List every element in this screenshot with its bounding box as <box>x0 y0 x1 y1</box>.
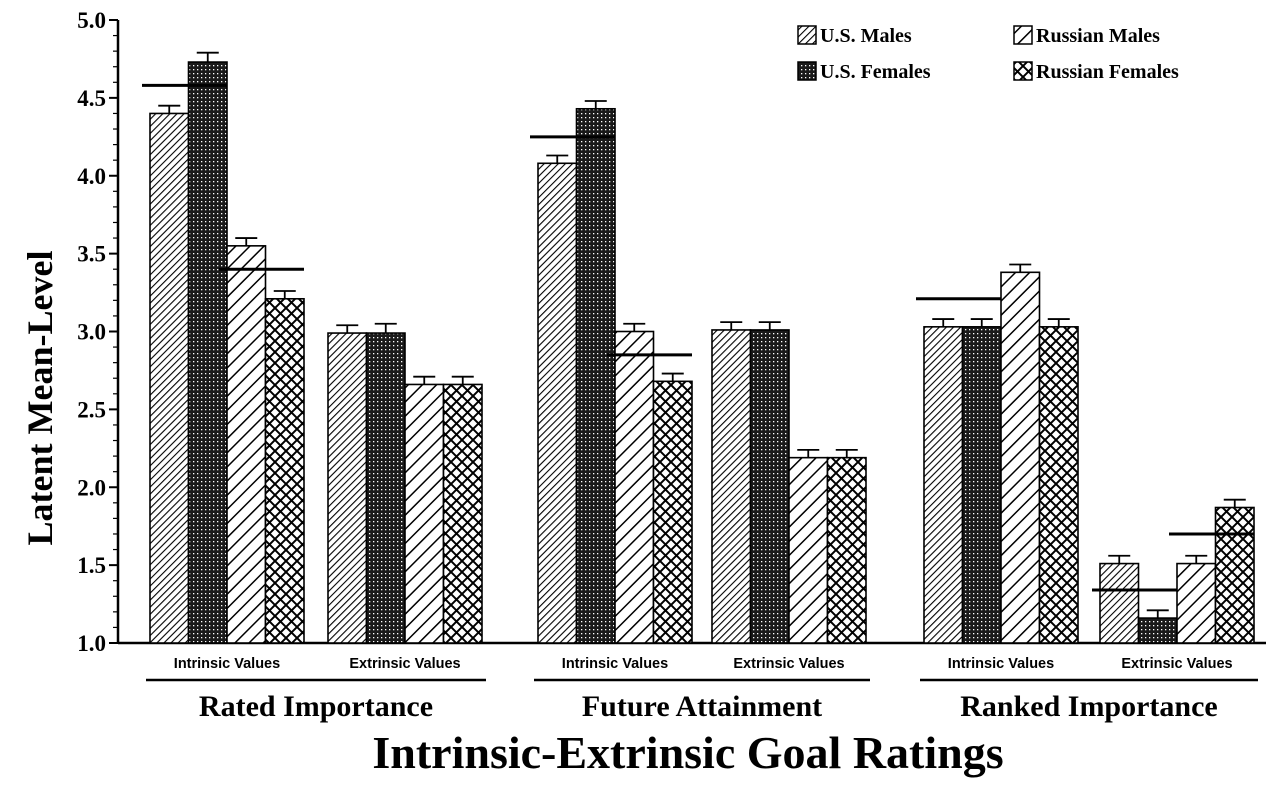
bar <box>1214 506 1255 644</box>
subgroup-label: Intrinsic Values <box>562 656 668 672</box>
x-axis-label: Intrinsic-Extrinsic Goal Ratings <box>372 727 1003 778</box>
y-tick-label: 3.0 <box>77 320 106 345</box>
bar <box>1000 271 1041 644</box>
group-label: Future Attainment <box>582 690 822 723</box>
y-tick-label: 3.5 <box>77 242 106 267</box>
bar <box>226 245 267 644</box>
bar <box>826 456 867 644</box>
bar <box>923 326 964 644</box>
bar <box>652 380 693 644</box>
y-tick-label: 4.0 <box>77 164 106 189</box>
bar <box>1176 562 1217 644</box>
bar <box>442 383 483 644</box>
bar <box>365 332 406 644</box>
bar <box>187 61 228 644</box>
legend-swatch <box>1013 25 1033 45</box>
bar <box>149 112 190 644</box>
subgroup-label: Extrinsic Values <box>349 656 460 672</box>
bar <box>961 326 1002 644</box>
subgroup-label: Extrinsic Values <box>733 656 844 672</box>
y-tick-label: 1.0 <box>77 631 106 656</box>
y-tick-label: 2.0 <box>77 475 106 500</box>
bar <box>537 162 578 644</box>
bar <box>749 329 790 644</box>
group-label: Ranked Importance <box>960 690 1218 723</box>
legend: U.S. Males U.S. Females Russian Males Russi… <box>797 25 1179 83</box>
legend-label: U.S. Males <box>820 25 912 47</box>
legend-swatch <box>797 25 817 45</box>
bar <box>788 456 829 644</box>
y-tick-label: 5.0 <box>77 8 106 33</box>
legend-label: Russian Females <box>1036 61 1179 83</box>
subgroup-label: Intrinsic Values <box>948 656 1054 672</box>
bar <box>1137 617 1178 644</box>
bar <box>711 329 752 644</box>
bar <box>1099 562 1140 644</box>
y-tick-label: 2.5 <box>77 397 106 422</box>
subgroup-label: Intrinsic Values <box>174 656 280 672</box>
y-tick-label: 1.5 <box>77 553 106 578</box>
bar <box>1038 326 1079 644</box>
group-label: Rated Importance <box>199 690 433 723</box>
legend-label: U.S. Females <box>820 61 931 83</box>
bar <box>404 383 445 644</box>
bar <box>575 107 616 644</box>
bar <box>264 297 305 644</box>
legend-label: Russian Males <box>1036 25 1160 47</box>
legend-swatch <box>1013 61 1033 81</box>
bar <box>327 332 368 644</box>
bars <box>142 51 1255 644</box>
category-labels: Intrinsic Values Extrinsic Values Rated Im… <box>146 656 1258 723</box>
legend-swatch <box>797 61 817 81</box>
subgroup-label: Extrinsic Values <box>1121 656 1232 672</box>
y-axis-label: Latent Mean-Level <box>20 251 60 546</box>
y-tick-label: 4.5 <box>77 86 106 111</box>
bar <box>614 330 655 644</box>
